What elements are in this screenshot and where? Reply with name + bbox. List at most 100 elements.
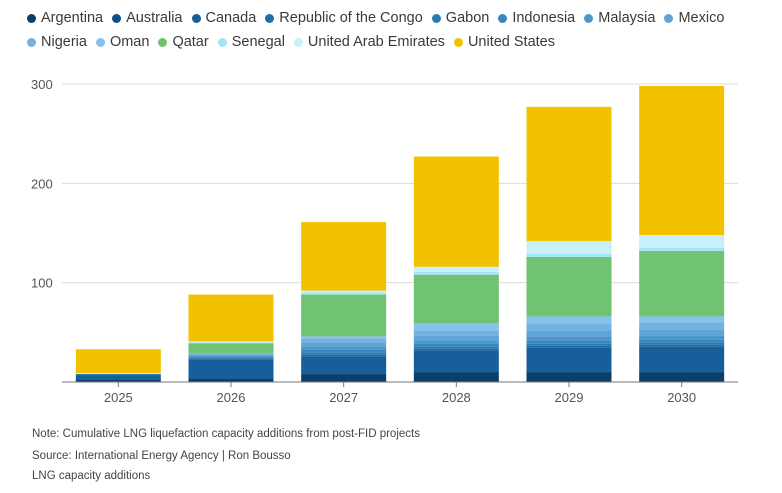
bar-segment [301, 336, 387, 339]
legend-swatch [191, 13, 201, 23]
legend-item: Malaysia [584, 10, 655, 26]
y-tick-label: 100 [31, 276, 53, 291]
legend-swatch [293, 37, 303, 47]
bar-segment [413, 346, 499, 349]
legend-label: Argentina [41, 10, 104, 26]
legend-item: Australia [112, 10, 183, 26]
legend-row: Nigeria Oman Qatar Senegal United Arab Emira… [27, 30, 767, 54]
legend-swatch [498, 13, 508, 23]
bar-segment [526, 330, 612, 337]
bar-segment [639, 322, 725, 330]
bar-segment [188, 359, 274, 380]
bar-segment [526, 253, 612, 257]
legend-swatch [453, 37, 463, 47]
legend-item: Oman [95, 34, 149, 50]
bar-segment [301, 222, 387, 291]
chart-legend: Argentina Australia Canada Republic of the … [27, 6, 767, 54]
legend-swatch [158, 37, 168, 47]
legend-swatch [112, 13, 122, 23]
bar-segment [639, 234, 725, 248]
legend-label: Malaysia [598, 10, 656, 26]
bar-segment [188, 343, 274, 354]
bar-segment [301, 294, 387, 337]
bar-segment [413, 156, 499, 267]
bar-segment [639, 344, 725, 347]
bar-segment [526, 372, 612, 382]
legend-label: Senegal [231, 34, 285, 50]
legend-item: Canada [191, 10, 257, 26]
x-tick-label: 2029 [555, 390, 584, 405]
legend-label: Nigeria [41, 34, 87, 50]
bar-segment [75, 373, 161, 375]
bar-segment [188, 354, 274, 356]
x-tick-label: 2026 [217, 390, 246, 405]
x-tick-label: 2028 [442, 390, 471, 405]
bar-segment [526, 340, 612, 344]
bar-segment [526, 343, 612, 346]
legend-swatch [584, 13, 594, 23]
bar-segment [188, 294, 274, 342]
legend-item: Indonesia [498, 10, 575, 26]
legend-swatch [95, 37, 105, 47]
bar-segment [188, 353, 274, 355]
x-tick-label: 2025 [104, 390, 133, 405]
bar-segment [413, 372, 499, 382]
legend-label: Australia [126, 10, 183, 26]
bar-segment [639, 329, 725, 336]
legend-label: Republic of the Congo [279, 10, 423, 26]
legend-item: Senegal [217, 34, 285, 50]
y-tick-label: 300 [31, 77, 53, 92]
bar-segment [639, 335, 725, 340]
legend-item: Republic of the Congo [265, 10, 423, 26]
bar-segment [301, 356, 387, 375]
bar-segment [526, 345, 612, 348]
legend-item: Mexico [664, 10, 724, 26]
legend-item: Gabon [431, 10, 489, 26]
bar-segment [301, 290, 387, 293]
bar-segment [413, 335, 499, 341]
axes: 100 200 300 2025 2026 2027 2028 2029 2030 [31, 77, 738, 405]
legend-swatch [664, 13, 674, 23]
legend-label: Mexico [678, 10, 725, 26]
chart-note: Note: Cumulative LNG liquefaction capaci… [32, 428, 420, 440]
bar-segment [75, 374, 161, 376]
bar-segment [639, 339, 725, 343]
legend-swatch [265, 13, 275, 23]
bar-segment [301, 292, 387, 295]
bar-segment [639, 342, 725, 345]
legend-label: Indonesia [512, 10, 576, 26]
legend-swatch [431, 13, 441, 23]
bar-segment [75, 380, 161, 382]
bar-segment [639, 316, 725, 323]
chart-source: Source: International Energy Agency | Ro… [32, 450, 291, 462]
bar-segment [188, 341, 274, 343]
bar-segment [188, 358, 274, 360]
x-tick-label: 2027 [329, 390, 358, 405]
bar-segment [413, 274, 499, 324]
bar-segment [75, 375, 161, 381]
y-tick-label: 200 [31, 176, 53, 191]
bar-segment [639, 85, 725, 235]
bar-segment [639, 346, 725, 373]
bar-segment [188, 342, 274, 344]
bar-segment [526, 323, 612, 331]
legend-item: United Arab Emirates [293, 34, 445, 50]
bar-segment [188, 356, 274, 358]
bar-segment [188, 355, 274, 357]
bar-segment [413, 348, 499, 351]
legend-label: Canada [205, 10, 257, 26]
bar-segment [526, 256, 612, 317]
bar-segment [526, 106, 612, 241]
bars [75, 85, 725, 382]
bar-segment [639, 372, 725, 382]
bar-segment [75, 349, 161, 374]
bar-segment [301, 374, 387, 382]
bar-segment [526, 240, 612, 254]
bar-segment [413, 266, 499, 272]
bar-segment [413, 350, 499, 373]
bar-segment [301, 352, 387, 355]
legend-label: United States [467, 34, 555, 50]
legend-label: Qatar [172, 34, 209, 50]
bar-segment [413, 343, 499, 347]
